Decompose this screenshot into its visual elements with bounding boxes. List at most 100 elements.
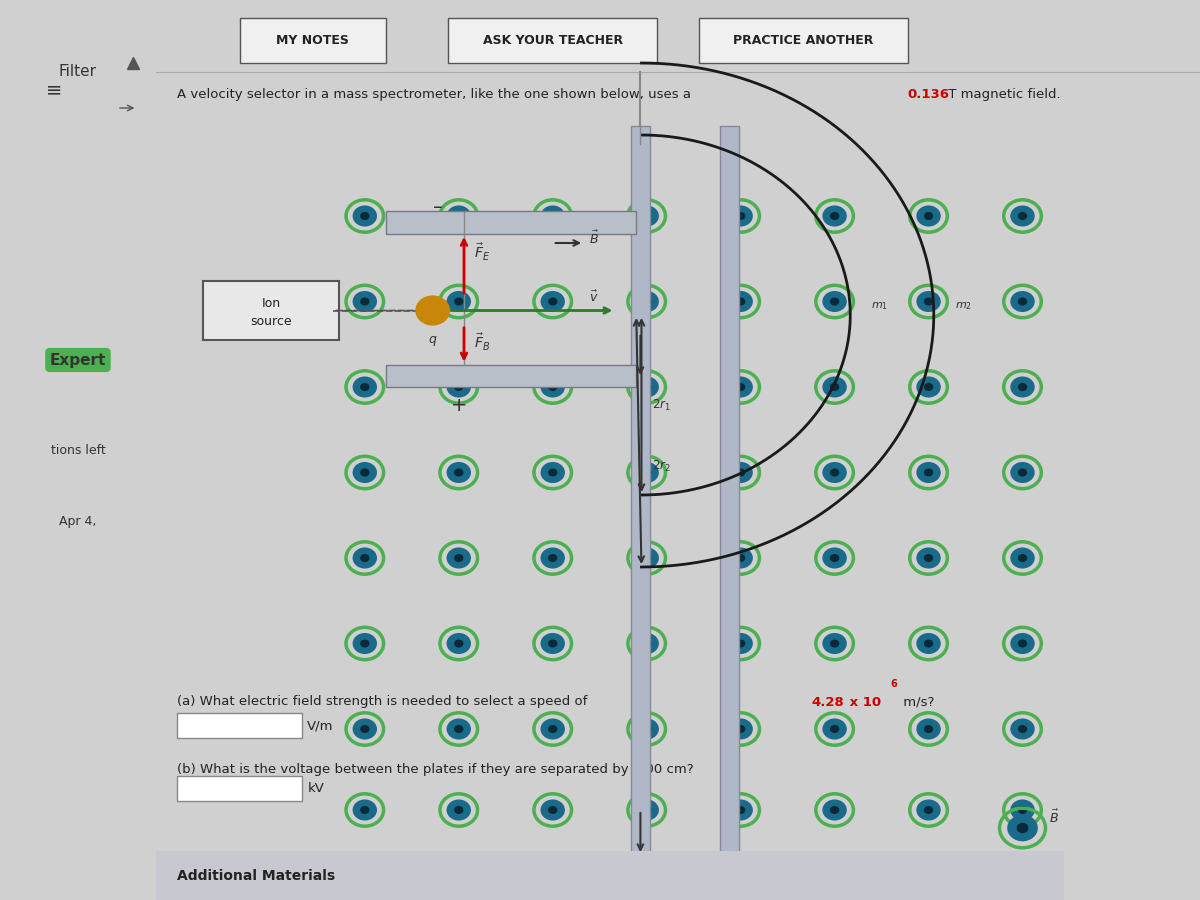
Circle shape: [1018, 806, 1027, 814]
Circle shape: [635, 547, 659, 569]
Text: x 10: x 10: [845, 696, 881, 708]
Bar: [631, 126, 650, 855]
Circle shape: [1018, 725, 1027, 733]
Text: Additional Materials: Additional Materials: [176, 868, 335, 883]
Circle shape: [642, 639, 652, 648]
Circle shape: [830, 468, 839, 477]
Text: 4.28: 4.28: [811, 696, 845, 708]
Circle shape: [353, 205, 377, 227]
Circle shape: [454, 806, 463, 814]
Circle shape: [736, 725, 745, 733]
Circle shape: [728, 205, 752, 227]
FancyBboxPatch shape: [698, 18, 907, 63]
Text: MY NOTES: MY NOTES: [276, 34, 349, 47]
Text: V/m: V/m: [307, 720, 334, 733]
Circle shape: [924, 297, 934, 305]
Circle shape: [360, 806, 370, 814]
Text: ASK YOUR TEACHER: ASK YOUR TEACHER: [482, 34, 623, 47]
Circle shape: [454, 297, 463, 305]
Circle shape: [540, 718, 565, 740]
Circle shape: [924, 725, 934, 733]
Circle shape: [548, 212, 558, 220]
Circle shape: [635, 205, 659, 227]
Circle shape: [446, 462, 470, 483]
Circle shape: [540, 205, 565, 227]
Text: ≡: ≡: [47, 80, 62, 100]
Circle shape: [1010, 633, 1034, 654]
Circle shape: [635, 376, 659, 398]
Circle shape: [360, 554, 370, 562]
Circle shape: [642, 725, 652, 733]
FancyBboxPatch shape: [240, 18, 385, 63]
Circle shape: [830, 212, 839, 220]
Circle shape: [830, 297, 839, 305]
Circle shape: [642, 806, 652, 814]
Bar: [385, 364, 636, 387]
Circle shape: [728, 462, 752, 483]
Circle shape: [548, 383, 558, 391]
Text: Ion: Ion: [262, 297, 281, 310]
Text: q: q: [428, 333, 437, 346]
Circle shape: [353, 718, 377, 740]
Circle shape: [830, 383, 839, 391]
Circle shape: [917, 376, 941, 398]
Circle shape: [822, 633, 847, 654]
Bar: [720, 126, 738, 855]
Circle shape: [360, 468, 370, 477]
Circle shape: [822, 462, 847, 483]
Circle shape: [446, 291, 470, 312]
Circle shape: [446, 376, 470, 398]
Bar: [156, 850, 1064, 900]
Circle shape: [548, 639, 558, 648]
Circle shape: [736, 297, 745, 305]
Circle shape: [454, 554, 463, 562]
Circle shape: [635, 799, 659, 821]
Text: kV: kV: [307, 782, 324, 795]
Circle shape: [353, 547, 377, 569]
Circle shape: [454, 725, 463, 733]
Text: m/s?: m/s?: [899, 696, 935, 708]
Text: tions left: tions left: [50, 444, 106, 456]
Circle shape: [360, 383, 370, 391]
Circle shape: [736, 468, 745, 477]
Text: $\vec{F}_E$: $\vec{F}_E$: [474, 241, 491, 263]
Circle shape: [1008, 815, 1037, 841]
Circle shape: [446, 547, 470, 569]
Circle shape: [736, 639, 745, 648]
Circle shape: [728, 376, 752, 398]
Circle shape: [360, 297, 370, 305]
Circle shape: [540, 291, 565, 312]
Circle shape: [1018, 212, 1027, 220]
Circle shape: [728, 718, 752, 740]
Circle shape: [728, 291, 752, 312]
Circle shape: [446, 718, 470, 740]
Bar: [385, 212, 636, 234]
Circle shape: [917, 205, 941, 227]
Circle shape: [1010, 291, 1034, 312]
Text: Apr 4,: Apr 4,: [59, 516, 97, 528]
Circle shape: [548, 468, 558, 477]
Circle shape: [924, 554, 934, 562]
FancyBboxPatch shape: [176, 776, 302, 801]
Text: $m_1$: $m_1$: [871, 300, 888, 312]
Circle shape: [548, 725, 558, 733]
Circle shape: [736, 554, 745, 562]
Text: $2r_2$: $2r_2$: [652, 459, 671, 473]
Circle shape: [830, 554, 839, 562]
FancyBboxPatch shape: [449, 18, 658, 63]
Circle shape: [822, 291, 847, 312]
Circle shape: [540, 462, 565, 483]
Circle shape: [924, 806, 934, 814]
Circle shape: [1018, 824, 1027, 832]
Circle shape: [635, 462, 659, 483]
Circle shape: [917, 291, 941, 312]
Circle shape: [736, 806, 745, 814]
Circle shape: [1018, 383, 1027, 391]
Circle shape: [917, 718, 941, 740]
Circle shape: [353, 633, 377, 654]
Text: A velocity selector in a mass spectrometer, like the one shown below, uses a: A velocity selector in a mass spectromet…: [176, 88, 695, 101]
Circle shape: [728, 547, 752, 569]
Circle shape: [728, 633, 752, 654]
Circle shape: [1018, 297, 1027, 305]
Circle shape: [924, 212, 934, 220]
